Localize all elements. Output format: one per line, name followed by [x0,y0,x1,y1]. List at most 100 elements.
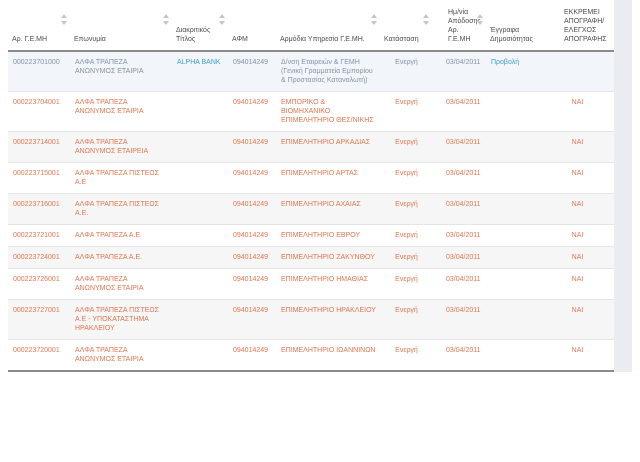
results-panel: Αρ. Γ.Ε.ΜΗ Επωνυμία Διακριτικός Τίτλος Α… [8,0,632,372]
col-header-label: Διακριτικός Τίτλος [176,27,211,43]
cell-gemi-number: 000223726001 [8,268,70,300]
cell-date: 03/04/2011 [432,246,486,269]
col-header-distinctive-title[interactable]: Διακριτικός Τίτλος [172,0,228,52]
cell-service: ΕΠΙΜΕΛΗΤΗΡΙΟ ΑΡΚΑΔΙΑΣ [276,131,380,163]
panel-scrollbar-track[interactable] [614,0,632,372]
cell-pending-census: ΝΑΙ [540,193,614,225]
col-header-documents: Έγγραφα Δημοσιότητας [486,0,540,52]
cell-pending-census: ΝΑΙ [540,268,614,300]
cell-pending-census: ΝΑΙ [540,91,614,132]
cell-documents [486,193,540,225]
cell-company-name[interactable]: ΑΛΦΑ ΤΡΑΠΕΖΑ ΑΝΩΝΥΜΟΣ ΕΤΑΙΡΕΙΑ [70,131,172,163]
col-header-gemi-number[interactable]: Αρ. Γ.Ε.ΜΗ [8,0,70,52]
cell-pending-census [540,51,614,92]
cell-date: 03/04/2011 [432,91,486,132]
col-header-label: Επωνυμία [74,36,106,43]
cell-documents [486,268,540,300]
cell-company-name[interactable]: ΑΛΦΑ ΤΡΑΠΕΖΑ Α.Ε. [70,224,172,247]
cell-afm: 094014249 [228,131,276,163]
cell-gemi-number: 000223704001 [8,91,70,132]
cell-date: 03/04/2011 [432,51,486,92]
cell-status: Ενεργή [380,51,432,92]
cell-pending-census: ΝΑΙ [540,162,614,194]
sort-icon[interactable] [371,14,378,25]
cell-status: Ενεργή [380,268,432,300]
col-header-label: Ημ/νία Απόδοσης Αρ. Γ.Ε.ΜΗ [448,9,481,43]
cell-company-name[interactable]: ΑΛΦΑ ΤΡΑΠΕΖΑ ΑΝΩΝΥΜΟΣ ΕΤΑΙΡΙΑ [70,339,172,372]
cell-company-name[interactable]: ΑΛΦΑ ΤΡΑΠΕΖΑ ΠΙΣΤΕΩΣ Α.Ε - ΥΠΟΚΑΤΑΣΤΗΜΑ … [70,299,172,340]
sort-icon[interactable] [219,14,226,25]
table-row: 000223721001 ΑΛΦΑ ΤΡΑΠΕΖΑ Α.Ε. 094014249 ΕΠ… [8,224,614,247]
cell-pending-census: ΝΑΙ [540,339,614,372]
cell-distinctive-title[interactable]: ALPHA BANK [172,51,228,92]
cell-gemi-number: 000223724001 [8,246,70,269]
cell-date: 03/04/2011 [432,193,486,225]
cell-date: 03/04/2011 [432,299,486,340]
col-header-pending-census: ΕΚΚΡΕΜΕΙ ΑΠΟΓΡΑΦΗ/ΕΛΕΓΧΟΣ ΑΠΟΓΡΑΦΗΣ [540,0,614,52]
table-row: 000223715001 ΑΛΦΑ ΤΡΑΠΕΖΑ ΠΙΣΤΕΩΣ Α.Ε 0940… [8,162,614,194]
cell-distinctive-title [172,299,228,340]
cell-gemi-number: 000223714001 [8,131,70,163]
cell-gemi-number: 000223716001 [8,193,70,225]
cell-distinctive-title [172,162,228,194]
cell-service: Δ/νση Εταιρειών & ΓΕΜΗ (Γενική Γραμματεί… [276,51,380,92]
table-body: 000223701000 ΑΛΦΑ ΤΡΑΠΕΖΑ ΑΝΩΝΥΜΟΣ ΕΤΑΙΡΙ… [8,51,614,372]
cell-service: ΕΠΙΜΕΛΗΤΗΡΙΟ ΑΧΑΙΑΣ [276,193,380,225]
cell-company-name[interactable]: ΑΛΦΑ ΤΡΑΠΕΖΑ ΠΙΣΤΕΩΣ Α.Ε [70,162,172,194]
cell-date: 03/04/2011 [432,162,486,194]
cell-service: ΕΜΠΟΡΙΚΟ & ΒΙΟΜΗΧΑΝΙΚΟ ΕΠΙΜΕΛΗΤΗΡΙΟ ΘΕΣ/… [276,91,380,132]
cell-pending-census: ΝΑΙ [540,224,614,247]
cell-status: Ενεργή [380,162,432,194]
cell-afm: 094014249 [228,299,276,340]
cell-documents [486,91,540,132]
sort-icon[interactable] [423,14,430,25]
cell-afm: 094014249 [228,193,276,225]
header-row: Αρ. Γ.Ε.ΜΗ Επωνυμία Διακριτικός Τίτλος Α… [8,0,614,52]
cell-distinctive-title [172,246,228,269]
cell-date: 03/04/2011 [432,224,486,247]
cell-documents [486,162,540,194]
cell-afm: 094014249 [228,246,276,269]
cell-documents [486,299,540,340]
cell-company-name[interactable]: ΑΛΦΑ ΤΡΑΠΕΖΑ Α.Ε. [70,246,172,269]
sort-icon[interactable] [163,14,170,25]
cell-service: ΕΠΙΜΕΛΗΤΗΡΙΟ ΑΡΤΑΣ [276,162,380,194]
cell-gemi-number: 000223715001 [8,162,70,194]
cell-company-name[interactable]: ΑΛΦΑ ΤΡΑΠΕΖΑ ΑΝΩΝΥΜΟΣ ΕΤΑΙΡΙΑ [70,51,172,92]
cell-status: Ενεργή [380,339,432,372]
cell-company-name[interactable]: ΑΛΦΑ ΤΡΑΠΕΖΑ ΑΝΩΝΥΜΟΣ ΕΤΑΙΡΙΑ [70,268,172,300]
cell-company-name[interactable]: ΑΛΦΑ ΤΡΑΠΕΖΑ ΑΝΩΝΥΜΟΣ ΕΤΑΙΡΙΑ [70,91,172,132]
col-header-label: Κατάσταση [384,36,419,43]
table-row: 000223726001 ΑΛΦΑ ΤΡΑΠΕΖΑ ΑΝΩΝΥΜΟΣ ΕΤΑΙΡΙ… [8,268,614,300]
results-table: Αρ. Γ.Ε.ΜΗ Επωνυμία Διακριτικός Τίτλος Α… [8,0,614,372]
cell-gemi-number: 000223721001 [8,224,70,247]
table-row: 000223720001 ΑΛΦΑ ΤΡΑΠΕΖΑ ΑΝΩΝΥΜΟΣ ΕΤΑΙΡΙ… [8,339,614,372]
cell-gemi-number: 000223701000 [8,51,70,92]
table-row: 000223714001 ΑΛΦΑ ΤΡΑΠΕΖΑ ΑΝΩΝΥΜΟΣ ΕΤΑΙΡΕ… [8,131,614,163]
table-row: 000223716001 ΑΛΦΑ ΤΡΑΠΕΖΑ ΠΙΣΤΕΩΣ Α.Ε. 094… [8,193,614,225]
cell-afm: 094014249 [228,224,276,247]
cell-documents [486,131,540,163]
sort-icon[interactable] [61,14,68,25]
cell-service: ΕΠΙΜΕΛΗΤΗΡΙΟ ΖΑΚΥΝΘΟΥ [276,246,380,269]
table-row: 000223727001 ΑΛΦΑ ΤΡΑΠΕΖΑ ΠΙΣΤΕΩΣ Α.Ε - Υ… [8,299,614,340]
sort-icon[interactable] [477,14,484,25]
cell-company-name[interactable]: ΑΛΦΑ ΤΡΑΠΕΖΑ ΠΙΣΤΕΩΣ Α.Ε. [70,193,172,225]
cell-date: 03/04/2011 [432,339,486,372]
cell-status: Ενεργή [380,91,432,132]
cell-documents[interactable]: Προβολή [486,51,540,92]
cell-date: 03/04/2011 [432,268,486,300]
col-header-company-name[interactable]: Επωνυμία [70,0,172,52]
col-header-date[interactable]: Ημ/νία Απόδοσης Αρ. Γ.Ε.ΜΗ [432,0,486,52]
cell-gemi-number: 000223720001 [8,339,70,372]
cell-status: Ενεργή [380,246,432,269]
table-row: 000223704001 ΑΛΦΑ ΤΡΑΠΕΖΑ ΑΝΩΝΥΜΟΣ ΕΤΑΙΡΙ… [8,91,614,132]
cell-gemi-number: 000223727001 [8,299,70,340]
cell-afm: 094014249 [228,268,276,300]
cell-status: Ενεργή [380,131,432,163]
col-header-status[interactable]: Κατάσταση [380,0,432,52]
cell-service: ΕΠΙΜΕΛΗΤΗΡΙΟ ΗΜΑΘΙΑΣ [276,268,380,300]
cell-pending-census: ΝΑΙ [540,299,614,340]
cell-distinctive-title [172,131,228,163]
col-header-service[interactable]: Αρμόδια Υπηρεσία Γ.Ε.ΜΗ. [276,0,380,52]
